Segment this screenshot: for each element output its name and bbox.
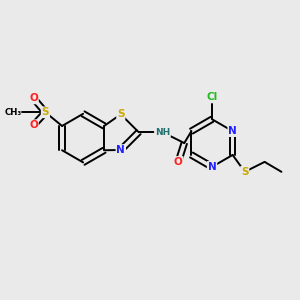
Text: O: O bbox=[29, 93, 38, 103]
Text: O: O bbox=[29, 120, 38, 130]
Text: NH: NH bbox=[155, 128, 170, 136]
Text: S: S bbox=[42, 107, 49, 117]
Text: O: O bbox=[174, 157, 183, 167]
Text: CH₃: CH₃ bbox=[4, 108, 22, 117]
Text: Cl: Cl bbox=[206, 92, 218, 102]
Text: N: N bbox=[228, 126, 237, 136]
Text: N: N bbox=[116, 145, 125, 155]
Text: N: N bbox=[208, 162, 216, 172]
Text: S: S bbox=[241, 167, 248, 177]
Text: S: S bbox=[117, 109, 124, 119]
